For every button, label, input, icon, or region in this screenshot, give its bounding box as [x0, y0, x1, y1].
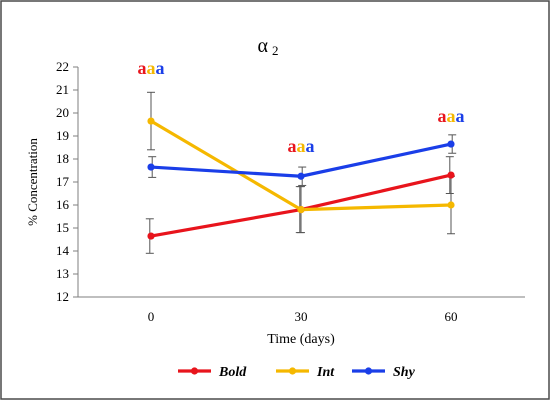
significance-letter: a: [447, 106, 456, 126]
y-tick-label: 13: [56, 266, 69, 281]
axis-ticks: 12 13 14 15 16 17 18 19 20 21 22 0 30 60: [56, 59, 458, 324]
legend-label-int: Int: [316, 365, 335, 380]
significance-letter: a: [288, 136, 297, 156]
y-tick-label: 16: [56, 197, 70, 212]
y-tick-label: 12: [56, 289, 69, 304]
significance-letter: a: [156, 58, 165, 78]
y-axis-label: % Concentration: [25, 138, 40, 226]
series-points: [147, 117, 455, 240]
data-point-shy: [447, 140, 455, 148]
y-tick-label: 22: [56, 59, 69, 74]
data-point-bold: [147, 232, 155, 240]
data-point-int: [447, 201, 455, 209]
x-tick-label: 60: [445, 309, 458, 324]
y-tick-label: 17: [56, 174, 70, 189]
legend-marker-int: [288, 367, 297, 375]
significance-letter: a: [297, 136, 306, 156]
data-point-shy: [297, 172, 305, 180]
data-point-bold: [447, 171, 455, 179]
x-axis-label: Time (days): [267, 332, 335, 347]
legend-label-shy: Shy: [393, 365, 416, 380]
significance-label: aaa: [288, 136, 315, 156]
y-tick-label: 19: [56, 128, 69, 143]
y-tick-label: 21: [56, 82, 69, 97]
data-point-int: [297, 206, 305, 214]
significance-letter: a: [456, 106, 465, 126]
legend-marker-shy: [364, 367, 373, 375]
legend-label-bold: Bold: [218, 365, 247, 380]
significance-label: aaa: [138, 58, 165, 78]
significance-letter: a: [147, 58, 156, 78]
data-point-shy: [147, 163, 155, 171]
significance-letter: a: [438, 106, 447, 126]
data-point-int: [147, 117, 155, 125]
x-tick-label: 0: [148, 309, 155, 324]
y-tick-label: 18: [56, 151, 69, 166]
chart-title-main: α: [258, 35, 269, 57]
significance-letter: a: [138, 58, 147, 78]
x-tick-label: 30: [295, 309, 308, 324]
legend-marker-bold: [190, 367, 199, 375]
y-tick-label: 20: [56, 105, 69, 120]
legend: Bold Int Shy: [178, 365, 416, 380]
significance-letter: a: [306, 136, 315, 156]
y-tick-label: 15: [56, 220, 69, 235]
chart-title-subscript: 2: [272, 43, 279, 58]
significance-label: aaa: [438, 106, 465, 126]
y-tick-label: 14: [56, 243, 70, 258]
